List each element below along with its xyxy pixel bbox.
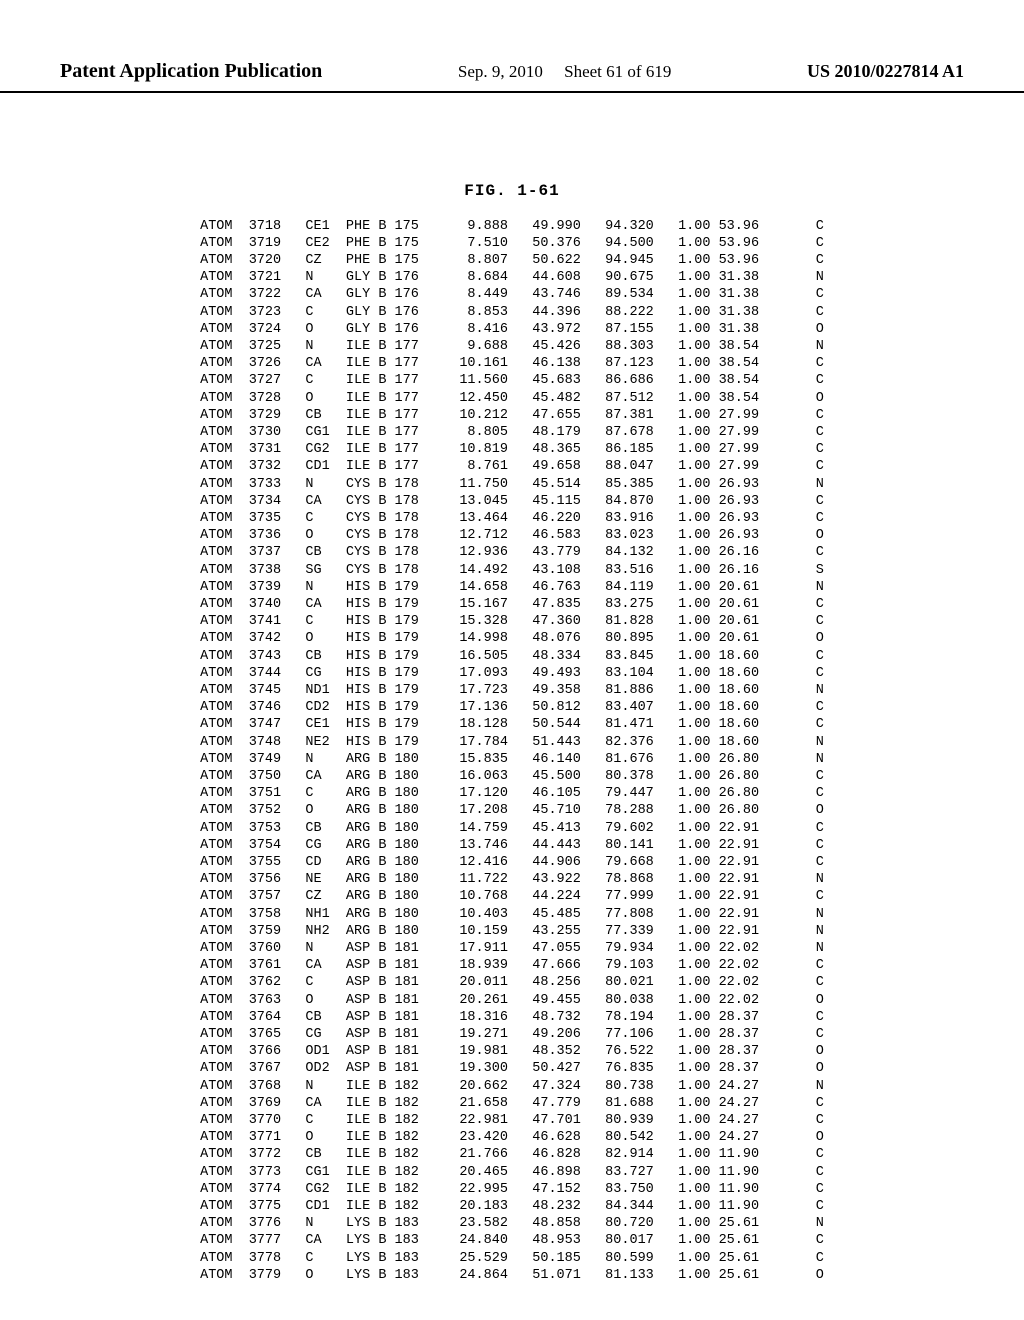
sheet-count: Sheet 61 of 619 bbox=[564, 62, 671, 81]
publication-date: Sep. 9, 2010 bbox=[458, 62, 543, 81]
patent-page: Patent Application Publication Sep. 9, 2… bbox=[0, 0, 1024, 1320]
figure-label: FIG. 1-61 bbox=[0, 182, 1024, 200]
document-number: US 2010/0227814 A1 bbox=[807, 61, 964, 82]
pdb-atom-table: ATOM 3718 CE1 PHE B 175 9.888 49.990 94.… bbox=[200, 218, 824, 1285]
publication-title: Patent Application Publication bbox=[60, 60, 322, 83]
page-header: Patent Application Publication Sep. 9, 2… bbox=[0, 60, 1024, 93]
header-center: Sep. 9, 2010 Sheet 61 of 619 bbox=[458, 62, 671, 82]
